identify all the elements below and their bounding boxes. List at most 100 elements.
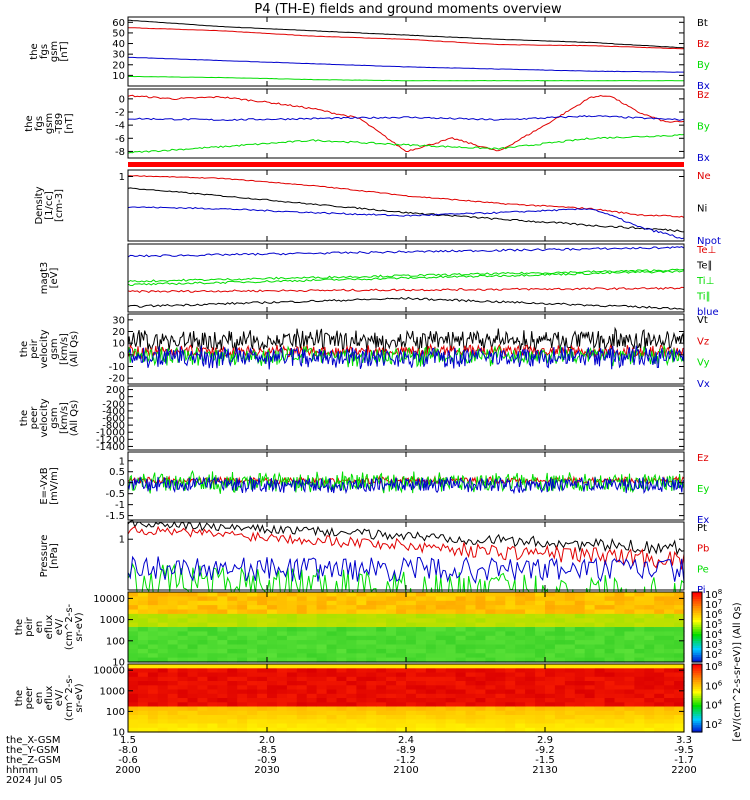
heatmap-cell [624,715,635,720]
heatmap-cell [525,609,536,615]
heatmap-cell [545,715,556,720]
heatmap-cell [644,693,655,699]
heatmap-cell [594,613,606,619]
heatmap-cell [505,596,516,602]
y-tick-label: 1 [119,456,125,467]
heatmap-cell [554,664,566,669]
legend-label: Pt [697,523,707,534]
heatmap-cell [167,622,179,628]
heatmap-cell [435,698,447,703]
heatmap-cell [147,592,159,597]
x-axis-row-label: the_Z-GSM [6,755,61,766]
heatmap-cell [376,710,387,716]
heatmap-cell [515,653,526,659]
heatmap-cell [336,657,347,663]
heatmap-cell [128,596,139,602]
heatmap-cell [644,664,655,669]
heatmap-cell [505,644,516,650]
y-tick-label: 0 [119,478,125,489]
heatmap-cell [147,727,159,733]
heatmap-cell [535,719,546,725]
heatmap-cell [465,622,477,628]
heatmap-cell [247,627,258,632]
heatmap-cell [495,681,506,686]
heatmap-cell [296,609,308,615]
heatmap-cell [147,596,159,602]
heatmap-cell [624,613,635,619]
heatmap-cell [425,668,437,674]
heatmap-cell [535,689,546,695]
heatmap-cell [177,648,189,654]
heatmap-cell [594,672,606,678]
heatmap-cell [415,657,427,663]
heatmap-cell [406,681,417,686]
heatmap-cell [554,672,566,678]
heatmap-cell [455,723,467,729]
heatmap-cell [386,618,397,624]
colorbar-segment [692,617,702,621]
heatmap-cell [356,640,367,646]
heatmap-cell [644,653,655,659]
heatmap-cell [316,600,328,606]
heatmap-cell [644,627,655,632]
heatmap-cell [614,635,625,641]
heatmap-cell [445,622,457,628]
heatmap-cell [386,644,397,650]
y-tick-label: -600 [102,414,125,425]
heatmap-cell [505,622,516,628]
heatmap-cell [147,635,159,641]
heatmap-cell [554,635,566,641]
heatmap-cell [535,622,546,628]
heatmap-cell [326,592,338,597]
heatmap-cell [624,640,635,646]
heatmap-cell [545,648,556,654]
heatmap-cell [574,653,586,659]
heatmap-cell [356,596,367,602]
heatmap-cell [306,715,318,720]
heatmap-cell [157,657,169,663]
heatmap-cell [237,657,248,663]
heatmap-cell [406,676,417,682]
heatmap-cell [455,657,467,663]
heatmap-cell [207,592,218,597]
heatmap-cell [167,635,179,641]
heatmap-cell [346,596,357,602]
heatmap-cell [157,668,169,674]
colorbar-segment [692,606,702,609]
heatmap-cell [157,706,169,712]
heatmap-cell [584,702,596,708]
y-axis-label: [km/s] [59,402,70,434]
heatmap-cell [356,622,367,628]
heatmap-cell [674,685,685,691]
heatmap-cell [237,706,248,712]
heatmap-cell [654,702,665,708]
heatmap-cell [128,613,139,619]
heatmap-cell [177,672,189,678]
heatmap-cell [267,702,278,708]
heatmap-cell [406,672,417,678]
heatmap-cell [614,618,625,624]
heatmap-cell [664,723,675,729]
heatmap-cell [316,627,328,632]
heatmap-cell [356,676,367,682]
colorbar-segment [692,648,702,651]
heatmap-cell [227,653,238,659]
heatmap-cell [128,693,139,699]
heatmap-cell [316,689,328,695]
heatmap-cell [465,664,477,669]
heatmap-cell [356,681,367,686]
heatmap-cell [604,698,616,703]
heatmap-cell [604,715,616,720]
heatmap-cell [455,689,467,695]
y-tick-label: 1 [119,172,125,183]
heatmap-cell [564,618,576,624]
legend-label: Vx [697,379,710,390]
x-axis-tick-value: 2000 [115,765,140,776]
heatmap-cell [396,648,407,654]
heatmap-cell [535,609,546,615]
y-axis-label: sr-eV) [74,683,85,712]
heatmap-cell [396,719,407,725]
heatmap-cell [415,668,427,674]
heatmap-cell [257,706,268,712]
